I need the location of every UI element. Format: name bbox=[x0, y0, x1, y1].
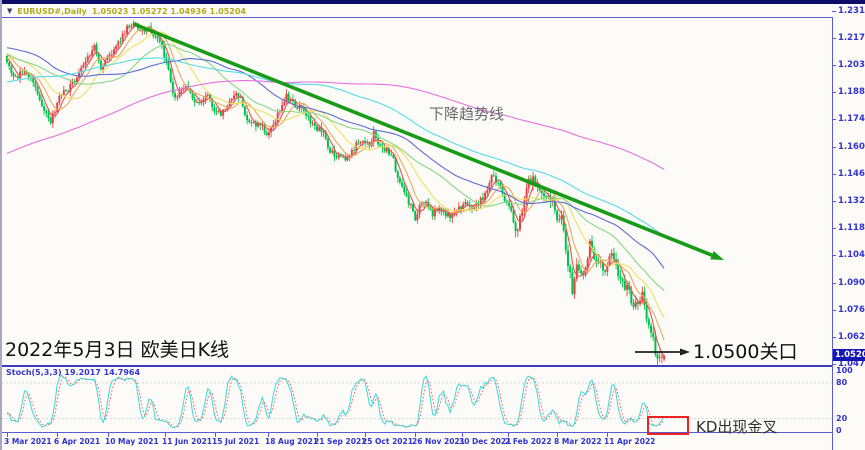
stoch-k-line bbox=[6, 374, 665, 429]
panel-divider[interactable] bbox=[2, 365, 832, 367]
date-axis-label: 6 Apr 2021 bbox=[54, 437, 101, 446]
price-axis-tick bbox=[832, 11, 836, 12]
price-axis-border[interactable] bbox=[832, 17, 833, 450]
date-axis-label: 25 Oct 2021 bbox=[362, 437, 413, 446]
ma-120-line bbox=[6, 57, 665, 237]
date-axis-tick bbox=[462, 433, 463, 437]
price-axis-tick bbox=[832, 336, 836, 338]
price-axis-tick bbox=[832, 64, 836, 66]
date-axis-label: 26 Nov 2021 bbox=[412, 437, 465, 446]
ma-10-line bbox=[6, 27, 665, 341]
annotation-price-level: 1.0500关口 bbox=[693, 341, 798, 363]
annotation-kd-cross: KD出现金叉 bbox=[696, 418, 778, 436]
downtrend-line bbox=[133, 22, 713, 257]
price-axis-tick bbox=[832, 173, 836, 175]
price-axis-tick bbox=[832, 282, 836, 284]
date-axis-tick bbox=[557, 433, 558, 437]
ma-40-line bbox=[6, 43, 665, 292]
price-axis-label: 1.14650 bbox=[838, 168, 865, 179]
price-axis-tick bbox=[832, 146, 836, 148]
date-axis-tick bbox=[165, 433, 166, 437]
date-axis-tick bbox=[317, 433, 318, 437]
level-arrow-head bbox=[680, 348, 690, 356]
date-axis-label: 15 Jul 2021 bbox=[212, 437, 260, 446]
stoch-scale: 100 80 20 0 bbox=[833, 0, 865, 450]
date-axis-label: 18 Aug 2021 bbox=[265, 437, 319, 446]
date-axis-label: 8 Mar 2022 bbox=[554, 437, 602, 446]
price-axis-label: 1.13250 bbox=[838, 195, 865, 206]
date-axis-label: 11 Apr 2022 bbox=[604, 437, 656, 446]
stoch-scale-label: 100 bbox=[836, 366, 853, 376]
price-axis-label: 1.21700 bbox=[838, 32, 865, 43]
candle-wicks-up bbox=[15, 20, 665, 364]
price-axis-tick bbox=[832, 309, 836, 311]
date-axis-tick bbox=[607, 433, 608, 437]
price-axis-label: 1.09000 bbox=[838, 277, 865, 288]
chart-title-bar: ▼ EURUSD#,Daily 1.05023 1.05272 1.04936 … bbox=[7, 5, 246, 17]
ma-20-line bbox=[6, 31, 665, 319]
date-axis[interactable]: 3 Mar 2021 6 Apr 2021 10 May 2021 11 Jun 20… bbox=[2, 433, 832, 450]
price-axis-tick bbox=[832, 92, 836, 94]
price-axis-label: 1.16050 bbox=[838, 141, 865, 152]
stoch-scale-label: 0 bbox=[836, 425, 842, 435]
date-axis-tick bbox=[215, 433, 216, 437]
price-axis-label: 1.23100 bbox=[838, 6, 865, 16]
chart-symbol-title: EURUSD#,Daily bbox=[17, 6, 87, 16]
price-axis-tick bbox=[832, 200, 836, 202]
date-axis-label: 3 Mar 2021 bbox=[4, 437, 52, 446]
date-axis-label: 11 Jun 2021 bbox=[162, 437, 213, 446]
price-axis[interactable]: 1.23100 1.21700 1.20300 1.18875 1.17475 1.160… bbox=[832, 0, 865, 450]
ma-60-line bbox=[6, 47, 665, 269]
chart-ohlc-values: 1.05023 1.05272 1.04936 1.05204 bbox=[91, 6, 246, 16]
downtrend-arrowhead bbox=[710, 251, 724, 260]
window-top-border bbox=[2, 0, 865, 4]
stoch-scale-label: 80 bbox=[836, 377, 848, 387]
price-axis-tick bbox=[832, 228, 836, 230]
candle-bodies-up bbox=[14, 23, 666, 360]
stoch-panel-bottom-border bbox=[2, 432, 832, 433]
price-axis-tick bbox=[832, 255, 836, 257]
date-axis-label: 30 Dec 2021 bbox=[459, 437, 512, 446]
annotation-date-title: 2022年5月3日 欧美日K线 bbox=[5, 339, 230, 361]
main-panel-top-border bbox=[2, 17, 832, 18]
date-axis-tick bbox=[268, 433, 269, 437]
price-axis-label: 1.11825 bbox=[838, 223, 865, 234]
price-axis-label: 1.10425 bbox=[838, 250, 865, 261]
date-axis-label: 2 Feb 2022 bbox=[505, 437, 552, 446]
current-price-tag: 1.05204 bbox=[833, 349, 865, 361]
ma-250-line bbox=[6, 80, 665, 170]
date-axis-tick bbox=[7, 433, 8, 437]
price-axis-tick bbox=[832, 119, 836, 121]
trendline-label: 下降趋势线 bbox=[429, 105, 505, 123]
date-axis-tick bbox=[108, 433, 109, 437]
price-axis-label: 1.18875 bbox=[838, 87, 865, 98]
date-axis-tick bbox=[57, 433, 58, 437]
price-axis-label: 1.06200 bbox=[838, 331, 865, 342]
price-axis-tick bbox=[832, 364, 836, 366]
price-axis-label: 1.20300 bbox=[838, 59, 865, 70]
price-axis-label: 1.17475 bbox=[838, 114, 865, 125]
date-axis-tick bbox=[508, 433, 509, 437]
price-axis-label: 1.07600 bbox=[838, 304, 865, 315]
price-axis-tick bbox=[832, 37, 836, 39]
ma-5-line bbox=[6, 24, 665, 357]
main-chart-canvas[interactable] bbox=[2, 18, 832, 366]
price-axis-label: 1.04775 bbox=[838, 359, 865, 370]
date-axis-tick bbox=[365, 433, 366, 437]
stoch-indicator-label: Stoch(5,3,3) 19.2017 14.7964 bbox=[6, 368, 141, 377]
stoch-d-line bbox=[7, 376, 665, 428]
kd-highlight-box bbox=[647, 416, 689, 435]
stoch-scale-label: 20 bbox=[836, 413, 848, 423]
collapse-triangle-icon[interactable]: ▼ bbox=[7, 6, 13, 15]
date-axis-label: 21 Sep 2021 bbox=[314, 437, 367, 446]
candle-bodies-down bbox=[6, 23, 659, 359]
stoch-canvas[interactable] bbox=[2, 367, 832, 431]
date-axis-label: 10 May 2021 bbox=[105, 437, 159, 446]
date-axis-tick bbox=[415, 433, 416, 437]
